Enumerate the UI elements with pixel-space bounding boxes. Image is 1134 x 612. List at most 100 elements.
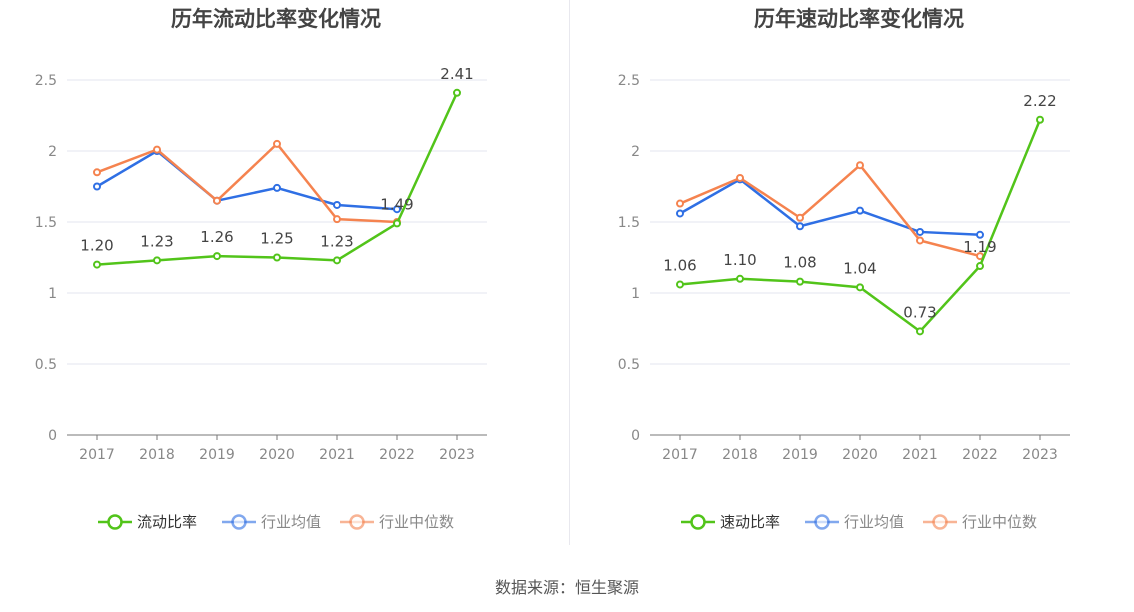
data-point — [213, 196, 221, 205]
data-point — [676, 209, 684, 218]
data-point — [736, 274, 744, 283]
data-point — [976, 230, 984, 239]
data-label: 1.08 — [783, 254, 816, 272]
legend-item: 流动比率 — [98, 513, 197, 531]
legend-label: 行业均值 — [261, 513, 321, 531]
x-tick-label: 2019 — [782, 447, 818, 463]
data-point — [273, 139, 281, 148]
data-label: 1.10 — [723, 251, 756, 269]
y-tick-label: 1 — [631, 286, 640, 302]
legend-marker — [690, 514, 706, 530]
series-line-2 — [679, 163, 981, 258]
data-point — [916, 327, 924, 336]
data-point — [213, 252, 221, 261]
y-tick-label: 2.5 — [35, 73, 57, 89]
data-point — [333, 215, 341, 224]
x-tick-label: 2022 — [962, 447, 998, 463]
x-tick-label: 2022 — [379, 447, 415, 463]
data-point — [93, 260, 101, 269]
legend-label: 行业中位数 — [962, 513, 1037, 531]
y-tick-label: 1.5 — [35, 215, 57, 231]
x-tick-label: 2018 — [139, 447, 175, 463]
x-tick-label: 2020 — [259, 447, 295, 463]
x-tick-label: 2023 — [439, 447, 475, 463]
data-point — [796, 213, 804, 222]
data-point — [916, 227, 924, 236]
data-label: 1.23 — [140, 232, 173, 250]
data-point — [453, 88, 461, 97]
data-label: 1.20 — [80, 237, 113, 255]
series-line-1 — [96, 149, 398, 211]
data-label: 1.23 — [320, 232, 353, 250]
x-tick-label: 2023 — [1022, 447, 1058, 463]
chart-title: 历年速动比率变化情况 — [754, 7, 964, 31]
data-point — [856, 206, 864, 215]
data-point — [93, 182, 101, 191]
legend-label: 行业中位数 — [379, 513, 454, 531]
data-point — [93, 168, 101, 177]
data-point — [916, 236, 924, 245]
chart-1: 历年流动比率变化情况 0 0.5 1 1.5 2 2.5 2017 2018 2019 2020 20… — [35, 7, 487, 531]
series-line-1 — [679, 177, 981, 237]
legend-item: 行业中位数 — [923, 513, 1037, 531]
chart-title: 历年流动比率变化情况 — [171, 7, 381, 31]
data-label: 0.73 — [903, 303, 936, 321]
legend-item: 行业均值 — [805, 513, 904, 531]
legend-label: 速动比率 — [720, 513, 780, 531]
data-label: 1.06 — [663, 256, 696, 274]
data-point — [393, 219, 401, 228]
legend-marker — [932, 514, 948, 530]
data-point — [333, 256, 341, 265]
y-tick-label: 2 — [48, 144, 57, 160]
data-source: 数据来源：恒生聚源 — [494, 578, 639, 597]
y-tick-label: 0.5 — [35, 357, 57, 373]
y-tick-label: 1.5 — [618, 215, 640, 231]
x-tick-label: 2021 — [319, 447, 355, 463]
data-point — [676, 280, 684, 289]
data-label: 1.19 — [963, 238, 996, 256]
legend-marker — [231, 514, 247, 530]
data-label: 1.25 — [260, 230, 293, 248]
divider — [569, 0, 570, 545]
legend-item: 行业中位数 — [340, 513, 454, 531]
legend-marker — [814, 514, 830, 530]
x-tick-label: 2017 — [662, 447, 698, 463]
legend-label: 流动比率 — [137, 513, 197, 531]
y-tick-label: 2.5 — [618, 73, 640, 89]
y-tick-label: 0.5 — [618, 357, 640, 373]
x-tick-label: 2021 — [902, 447, 938, 463]
y-tick-label: 0 — [48, 428, 57, 444]
chart-2: 历年速动比率变化情况 0 0.5 1 1.5 2 2.5 2017 2018 2019 2020 20… — [618, 7, 1070, 531]
data-point — [856, 161, 864, 170]
legend-marker — [107, 514, 123, 530]
data-point — [736, 173, 744, 182]
legend-item: 行业均值 — [222, 513, 321, 531]
x-tick-label: 2017 — [79, 447, 115, 463]
y-tick-label: 1 — [48, 286, 57, 302]
data-point — [273, 183, 281, 192]
data-point — [393, 205, 401, 214]
legend-item: 速动比率 — [681, 513, 780, 531]
data-point — [976, 262, 984, 271]
data-label: 1.04 — [843, 259, 876, 277]
data-label: 1.26 — [200, 228, 233, 246]
data-point — [153, 145, 161, 154]
y-tick-label: 2 — [631, 144, 640, 160]
legend-label: 行业均值 — [844, 513, 904, 531]
data-point — [1036, 115, 1044, 124]
data-point — [273, 253, 281, 262]
x-tick-label: 2020 — [842, 447, 878, 463]
data-point — [796, 222, 804, 231]
data-point — [153, 256, 161, 265]
data-point — [676, 199, 684, 208]
y-tick-label: 0 — [631, 428, 640, 444]
x-tick-label: 2018 — [722, 447, 758, 463]
data-label: 2.41 — [440, 65, 473, 83]
data-label: 1.49 — [380, 195, 413, 213]
series-line-2 — [96, 142, 398, 224]
data-point — [856, 283, 864, 292]
x-tick-label: 2019 — [199, 447, 235, 463]
data-point — [333, 200, 341, 209]
data-label: 2.22 — [1023, 92, 1056, 110]
